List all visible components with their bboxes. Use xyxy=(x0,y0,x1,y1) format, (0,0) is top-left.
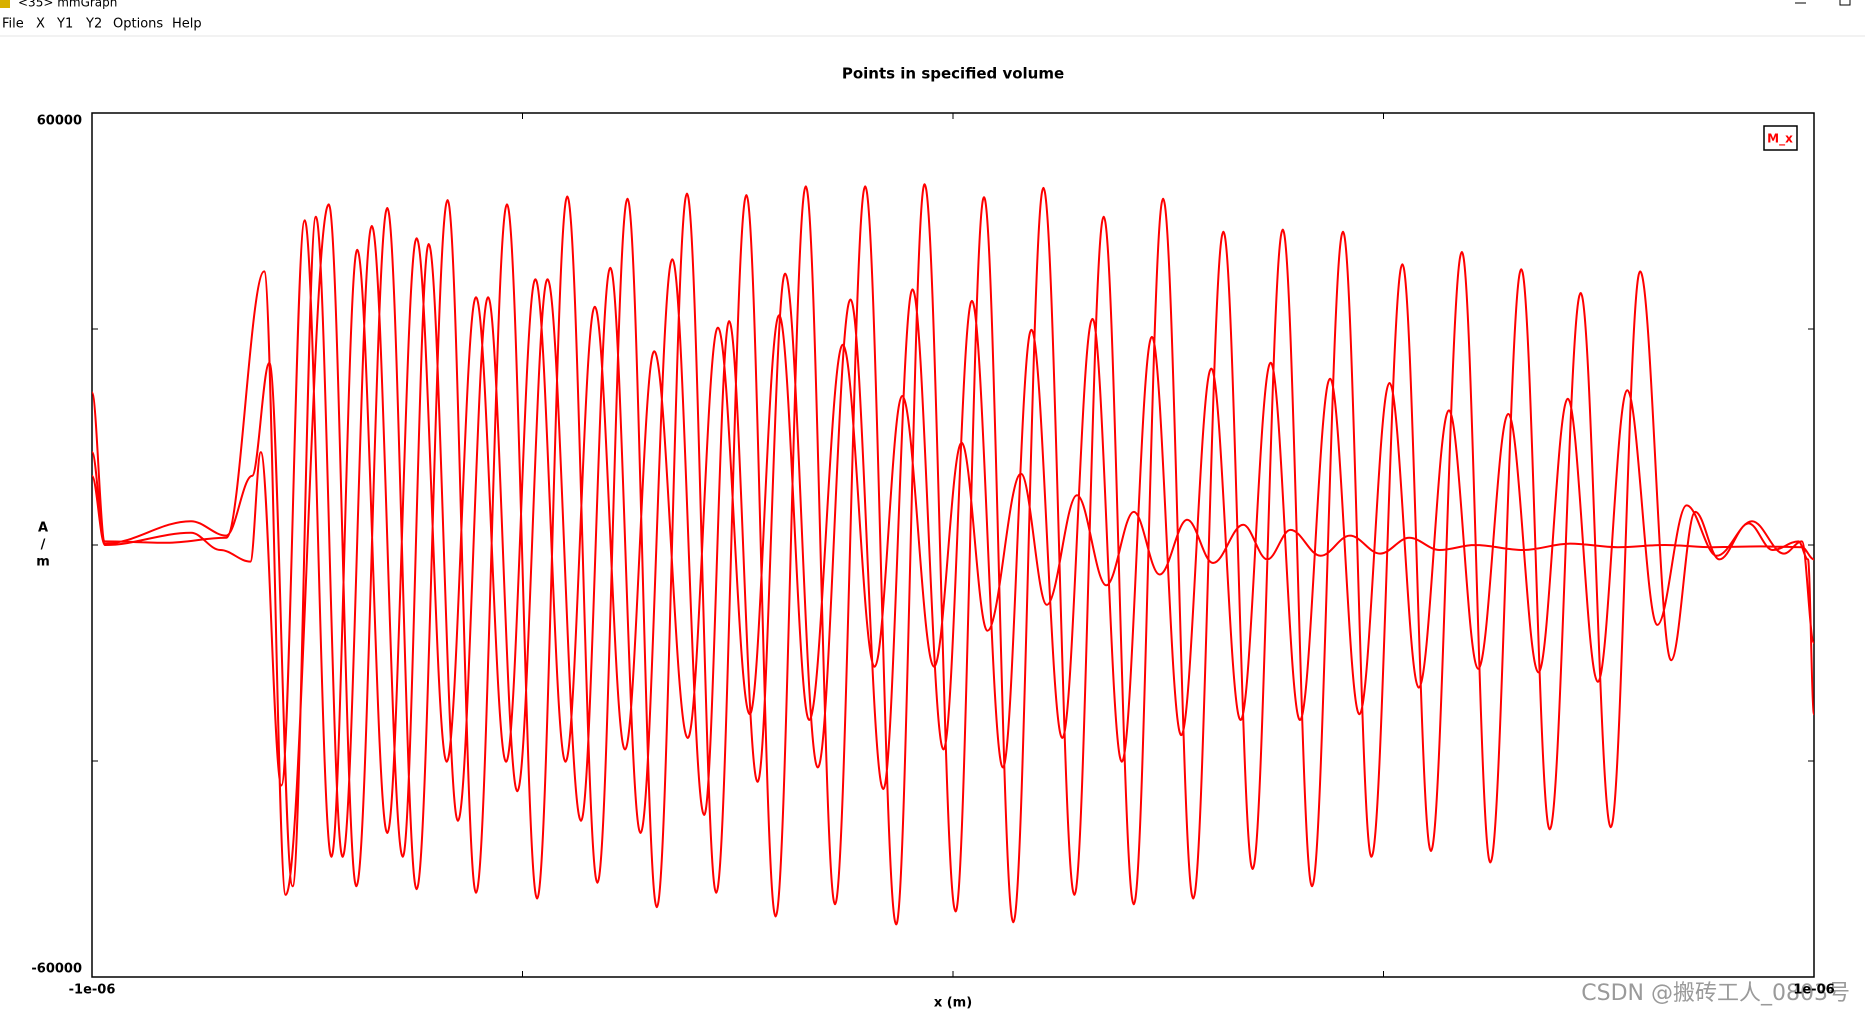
data-line xyxy=(91,183,1815,926)
legend xyxy=(1763,125,1798,151)
x-axis-label: x (m) xyxy=(934,996,972,1011)
watermark: CSDN @搬砖工人_0803号 xyxy=(1581,981,1850,1006)
menu-bar: File X Y1 Y2 Options Help xyxy=(2,17,202,32)
menu-item[interactable]: Y2 xyxy=(85,17,102,32)
maximize-button[interactable] xyxy=(1839,0,1851,6)
plot-area xyxy=(91,112,1815,978)
y-axis-label: A xyxy=(38,521,48,536)
menu-item[interactable]: Y1 xyxy=(56,17,73,32)
y-tick-label: -60000 xyxy=(31,962,82,977)
legend-label: M_x xyxy=(1767,132,1793,147)
x-tick-label: -1e-06 xyxy=(69,983,116,998)
window-title: <35> mmGraph xyxy=(18,0,117,10)
chart-title: Points in specified volume xyxy=(842,65,1064,83)
menu-item[interactable]: File xyxy=(2,17,24,32)
y-axis-label: / xyxy=(41,538,46,553)
menu-item[interactable]: Options xyxy=(113,17,163,32)
menu-item[interactable]: X xyxy=(36,17,45,32)
menu-item[interactable]: Help xyxy=(172,17,202,32)
y-axis-label: m xyxy=(36,555,50,570)
x-tick-label: 1e-06 xyxy=(1793,983,1834,998)
title-bar xyxy=(0,0,1865,12)
app-icon xyxy=(0,0,10,8)
y-tick-label: 60000 xyxy=(37,114,82,129)
